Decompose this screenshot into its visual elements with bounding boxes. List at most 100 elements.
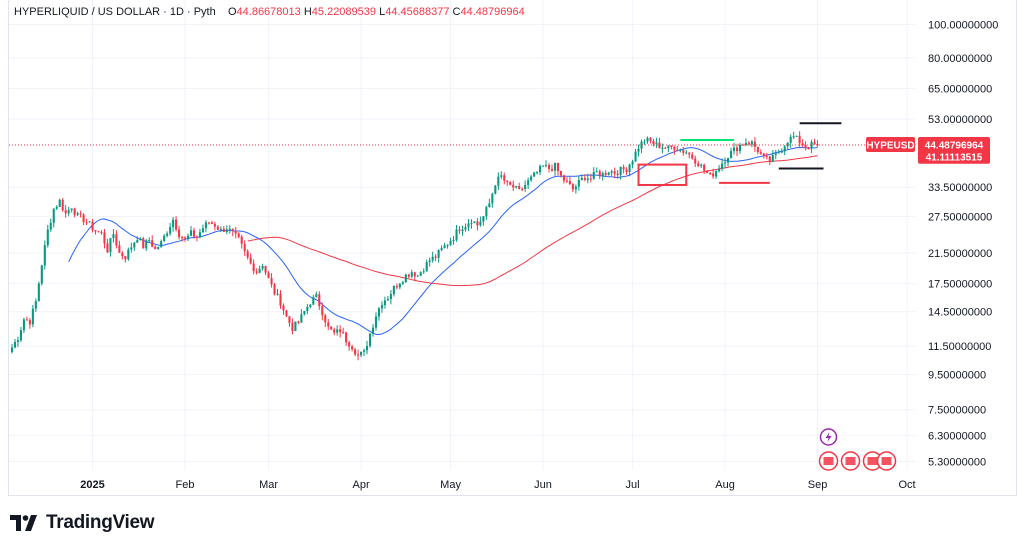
candle-body[interactable] <box>127 249 130 260</box>
candle-body[interactable] <box>392 285 395 295</box>
candle-body[interactable] <box>777 152 780 154</box>
candle-body[interactable] <box>619 167 622 176</box>
candle-body[interactable] <box>261 266 264 269</box>
candle-body[interactable] <box>273 284 276 295</box>
candle-body[interactable] <box>139 238 142 240</box>
candle-body[interactable] <box>157 247 160 249</box>
candle-body[interactable] <box>270 278 273 285</box>
candle-body[interactable] <box>613 171 616 174</box>
candle-body[interactable] <box>634 151 637 162</box>
candle-body[interactable] <box>46 229 49 246</box>
candle-body[interactable] <box>804 145 807 149</box>
candle-body[interactable] <box>31 308 34 325</box>
candle-body[interactable] <box>204 222 207 229</box>
candle-body[interactable] <box>79 213 82 215</box>
candle-body[interactable] <box>601 173 604 177</box>
candle-body[interactable] <box>536 172 539 174</box>
candle-body[interactable] <box>213 223 216 227</box>
candle-body[interactable] <box>386 299 389 301</box>
candle-body[interactable] <box>169 227 172 234</box>
candle-body[interactable] <box>413 272 416 277</box>
candle-body[interactable] <box>395 285 398 288</box>
candle-body[interactable] <box>801 143 804 146</box>
annotation-rectangle[interactable] <box>637 163 688 187</box>
candle-body[interactable] <box>762 153 765 157</box>
candle-body[interactable] <box>351 346 354 350</box>
candle-body[interactable] <box>312 297 315 305</box>
candle-body[interactable] <box>765 156 768 158</box>
candle-body[interactable] <box>458 229 461 231</box>
candle-body[interactable] <box>303 311 306 315</box>
candle-body[interactable] <box>85 222 88 224</box>
candle-body[interactable] <box>550 168 554 171</box>
candle-body[interactable] <box>321 306 324 316</box>
candle-body[interactable] <box>225 229 228 233</box>
candle-body[interactable] <box>446 244 449 246</box>
candle-body[interactable] <box>607 172 610 175</box>
candle-body[interactable] <box>228 228 231 230</box>
candle-body[interactable] <box>431 256 434 261</box>
candle-body[interactable] <box>571 184 574 190</box>
candle-body[interactable] <box>774 153 777 155</box>
candle-body[interactable] <box>336 329 339 333</box>
candle-body[interactable] <box>222 228 225 233</box>
candle-body[interactable] <box>547 165 551 169</box>
candle-body[interactable] <box>192 230 196 237</box>
candle-body[interactable] <box>568 180 571 185</box>
candle-body[interactable] <box>422 271 425 273</box>
candle-body[interactable] <box>145 240 148 249</box>
candle-body[interactable] <box>747 142 750 145</box>
candle-body[interactable] <box>816 144 819 146</box>
candle-body[interactable] <box>795 135 798 137</box>
candle-body[interactable] <box>109 238 112 253</box>
candle-body[interactable] <box>124 256 127 260</box>
candle-body[interactable] <box>407 274 410 277</box>
candle-body[interactable] <box>655 142 658 145</box>
candle-body[interactable] <box>676 149 679 151</box>
candle-body[interactable] <box>49 222 52 230</box>
candle-body[interactable] <box>455 229 458 240</box>
candle-body[interactable] <box>580 178 583 181</box>
candle-body[interactable] <box>706 170 709 174</box>
candle-body[interactable] <box>264 266 267 273</box>
candle-body[interactable] <box>360 351 363 356</box>
candle-body[interactable] <box>324 315 327 323</box>
candle-body[interactable] <box>759 152 762 154</box>
candle-body[interactable] <box>288 316 291 323</box>
candle-body[interactable] <box>91 221 94 231</box>
candle-body[interactable] <box>461 229 464 231</box>
candle-body[interactable] <box>697 163 700 167</box>
candle-body[interactable] <box>148 240 151 242</box>
candle-body[interactable] <box>592 171 595 179</box>
candle-body[interactable] <box>500 175 503 177</box>
candle-body[interactable] <box>103 232 106 244</box>
candle-body[interactable] <box>172 219 175 228</box>
candle-body[interactable] <box>154 246 157 249</box>
candle-body[interactable] <box>207 222 210 224</box>
candle-body[interactable] <box>813 141 816 145</box>
candle-body[interactable] <box>279 293 282 306</box>
candle-body[interactable] <box>559 171 563 176</box>
candle-body[interactable] <box>542 165 545 167</box>
candle-body[interactable] <box>616 173 619 176</box>
candle-body[interactable] <box>16 340 19 342</box>
candle-body[interactable] <box>637 148 640 152</box>
candle-body[interactable] <box>556 163 560 172</box>
candle-body[interactable] <box>527 180 530 186</box>
candle-body[interactable] <box>237 233 240 237</box>
candle-body[interactable] <box>574 186 577 190</box>
candle-body[interactable] <box>115 234 118 246</box>
candle-body[interactable] <box>100 231 103 233</box>
candle-body[interactable] <box>339 329 342 333</box>
candle-body[interactable] <box>583 178 586 180</box>
candle-body[interactable] <box>521 188 524 190</box>
candle-body[interactable] <box>732 147 736 152</box>
candle-body[interactable] <box>300 314 303 323</box>
candle-body[interactable] <box>497 176 500 186</box>
candle-body[interactable] <box>58 199 61 207</box>
candle-body[interactable] <box>640 141 643 149</box>
candle-body[interactable] <box>19 330 22 341</box>
candle-body[interactable] <box>476 221 479 226</box>
candle-body[interactable] <box>183 237 187 239</box>
candle-body[interactable] <box>142 238 145 249</box>
